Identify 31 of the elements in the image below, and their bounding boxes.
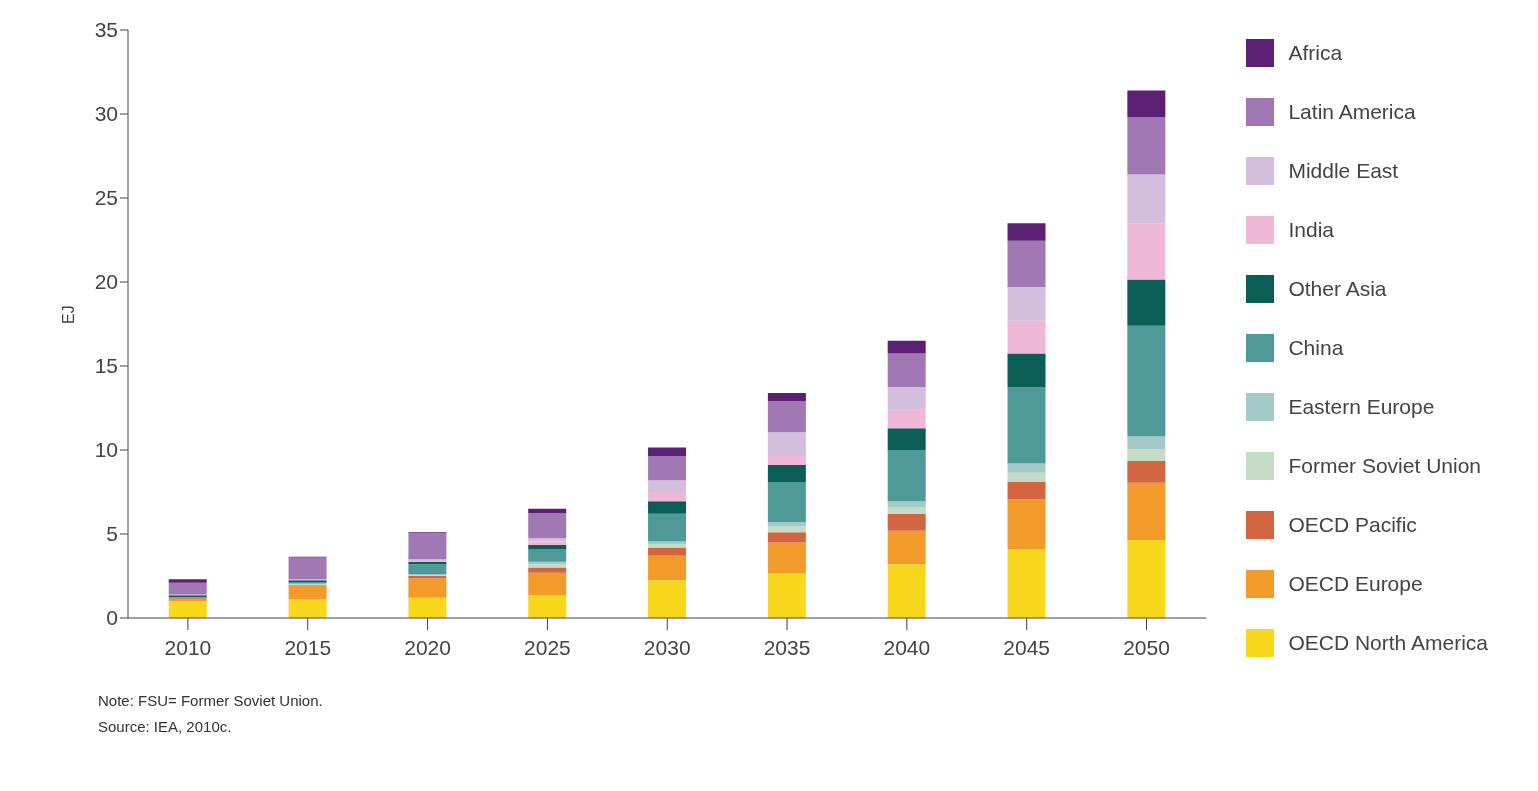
legend-label: India bbox=[1288, 218, 1334, 242]
x-tick-label: 2020 bbox=[404, 635, 451, 659]
x-tick-label: 2030 bbox=[643, 635, 691, 659]
x-tick-label: 2045 bbox=[1003, 635, 1051, 659]
y-axis-title: EJ bbox=[59, 305, 77, 324]
legend-label: Former Soviet Union bbox=[1288, 454, 1482, 478]
x-tick-label: 2015 bbox=[284, 635, 332, 659]
y-tick-label: 20 bbox=[94, 270, 118, 294]
legend-label: OECD Europe bbox=[1288, 572, 1423, 596]
legend-label: Other Asia bbox=[1288, 277, 1387, 301]
legend-label: China bbox=[1288, 336, 1344, 360]
legend-label: Africa bbox=[1288, 41, 1343, 65]
y-tick-label: 25 bbox=[94, 186, 118, 210]
y-tick-label: 30 bbox=[94, 102, 118, 126]
legend-label: OECD North America bbox=[1288, 631, 1488, 655]
y-tick-label: 10 bbox=[94, 438, 118, 462]
text: Note: FSU= Former Soviet Union. bbox=[98, 691, 324, 711]
legend-label: Eastern Europe bbox=[1288, 395, 1435, 419]
legend-label: Latin America bbox=[1288, 100, 1416, 124]
y-tick-label: 15 bbox=[94, 354, 118, 378]
y-tick-label: 5 bbox=[106, 522, 118, 546]
legend-label: OECD Pacific bbox=[1288, 513, 1417, 537]
x-tick-label: 2035 bbox=[763, 635, 811, 659]
x-tick-label: 2040 bbox=[883, 635, 931, 659]
x-tick-label: 2010 bbox=[164, 635, 212, 659]
y-tick-label: 35 bbox=[94, 18, 118, 42]
legend-label: Middle East bbox=[1288, 159, 1399, 183]
x-tick-label: 2025 bbox=[524, 635, 571, 659]
y-tick-label: 0 bbox=[106, 606, 118, 630]
x-tick-label: 2050 bbox=[1123, 635, 1170, 659]
source-note: Source: IEA, 2010c. bbox=[98, 717, 233, 737]
